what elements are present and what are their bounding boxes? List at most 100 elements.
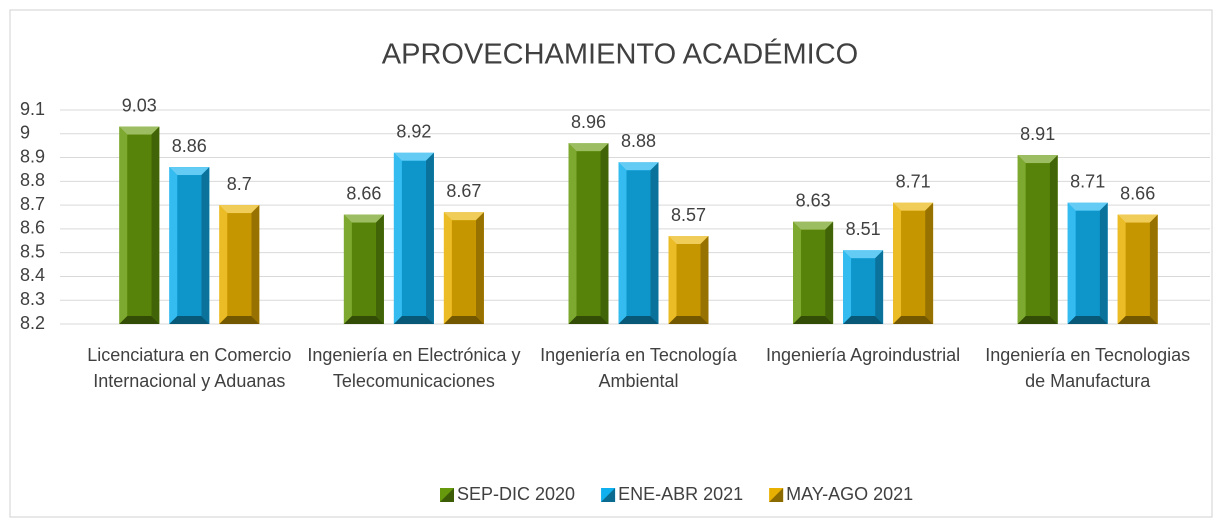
bar <box>793 221 834 324</box>
y-tick-label: 8.8 <box>20 170 45 190</box>
bar-center <box>127 134 152 316</box>
bar-bevel-right <box>700 236 709 324</box>
value-label: 8.66 <box>1120 183 1155 203</box>
bar-bevel-left <box>668 236 677 324</box>
bar-bevel-top <box>343 214 384 223</box>
bar <box>443 212 484 324</box>
bar-bevel-bottom <box>843 316 884 324</box>
bar-bevel-bottom <box>1017 316 1058 324</box>
bar-bevel-left <box>1117 214 1126 324</box>
legend-label: SEP-DIC 2020 <box>457 484 575 504</box>
y-tick-label: 8.3 <box>20 289 45 309</box>
bar <box>169 167 210 324</box>
bar <box>1017 155 1058 324</box>
value-label: 8.57 <box>671 205 706 225</box>
y-tick-label: 9 <box>20 123 30 143</box>
bar <box>1067 202 1108 324</box>
bar-center <box>401 160 426 316</box>
bar-bevel-bottom <box>568 316 609 324</box>
bar-bevel-top <box>1067 202 1108 211</box>
value-label: 9.03 <box>122 95 157 115</box>
bar-bevel-right <box>375 214 384 324</box>
bar-bevel-right <box>650 162 659 324</box>
bar-center <box>451 220 476 316</box>
bar-bevel-left <box>343 214 352 324</box>
y-tick-label: 8.7 <box>20 194 45 214</box>
bar <box>393 152 434 324</box>
bar-bevel-left <box>1017 155 1026 324</box>
bar-bevel-bottom <box>793 316 834 324</box>
y-tick-label: 8.2 <box>20 313 45 333</box>
bar-bevel-right <box>825 221 834 324</box>
bar-bevel-right <box>475 212 484 324</box>
bar-center <box>227 213 252 316</box>
legend-label: ENE-ABR 2021 <box>618 484 743 504</box>
bar-center <box>901 210 926 316</box>
bar-bevel-top <box>1017 155 1058 164</box>
bar <box>843 250 884 324</box>
bar <box>568 143 609 324</box>
bar-center <box>676 244 701 316</box>
value-label: 8.91 <box>1020 124 1055 144</box>
value-label: 8.51 <box>846 219 881 239</box>
bar-bevel-right <box>425 152 434 324</box>
value-label: 8.63 <box>796 191 831 211</box>
legend-key <box>601 488 616 502</box>
chart-title: APROVECHAMIENTO ACADÉMICO <box>382 38 858 71</box>
bar-bevel-left <box>1067 202 1076 324</box>
bar-bevel-right <box>875 250 884 324</box>
bar-bevel-top <box>169 167 210 176</box>
bar-bevel-left <box>443 212 452 324</box>
y-tick-label: 8.5 <box>20 241 45 261</box>
value-label: 8.7 <box>227 174 252 194</box>
bar-bevel-right <box>251 205 260 324</box>
bar-bevel-bottom <box>393 316 434 324</box>
value-label: 8.86 <box>172 136 207 156</box>
bar-bevel-bottom <box>343 316 384 324</box>
bar-bevel-left <box>793 221 802 324</box>
bar-bevel-bottom <box>618 316 659 324</box>
bar-center <box>576 151 601 316</box>
bar-center <box>1075 210 1100 316</box>
y-tick-label: 8.4 <box>20 265 45 285</box>
value-label: 8.88 <box>621 131 656 151</box>
bar-bevel-left <box>119 126 128 325</box>
bar-bevel-top <box>893 202 934 211</box>
legend-label: MAY-AGO 2021 <box>786 484 913 504</box>
legend-swatch-shade <box>440 488 454 502</box>
x-tick-label: Ingeniería en Electrónica y Telecomunica… <box>307 345 521 391</box>
bar-bevel-right <box>1049 155 1058 324</box>
bar <box>219 205 260 324</box>
bar <box>668 236 709 324</box>
bar <box>119 126 160 325</box>
bar-bevel-top <box>119 126 160 135</box>
bar-bevel-bottom <box>169 316 210 324</box>
bar-bevel-top <box>618 162 659 171</box>
bar-bevel-left <box>843 250 852 324</box>
bar-bevel-right <box>1099 202 1108 324</box>
y-tick-label: 8.9 <box>20 146 45 166</box>
bar-bevel-left <box>893 202 902 324</box>
bar-bevel-right <box>600 143 609 324</box>
bar-center <box>626 170 651 316</box>
x-tick-label: Ingeniería Agroindustrial <box>766 345 961 365</box>
value-label: 8.67 <box>446 181 481 201</box>
bar-bevel-bottom <box>1067 316 1108 324</box>
bar-bevel-top <box>843 250 884 259</box>
bar-bevel-top <box>393 152 434 161</box>
bar-bevel-top <box>443 212 484 221</box>
x-tick-label: Licenciatura en Comercio Internacional y… <box>87 345 292 391</box>
bar <box>618 162 659 324</box>
bar-bevel-left <box>568 143 577 324</box>
bar-bevel-bottom <box>443 316 484 324</box>
bar-bevel-bottom <box>219 316 260 324</box>
bar-bevel-bottom <box>119 316 160 324</box>
bar-center <box>351 222 376 316</box>
bar-bevel-left <box>169 167 178 324</box>
bar-bevel-top <box>1117 214 1158 223</box>
legend-swatch-shade <box>601 488 616 502</box>
value-label: 8.66 <box>346 183 381 203</box>
bar-center <box>801 229 826 316</box>
